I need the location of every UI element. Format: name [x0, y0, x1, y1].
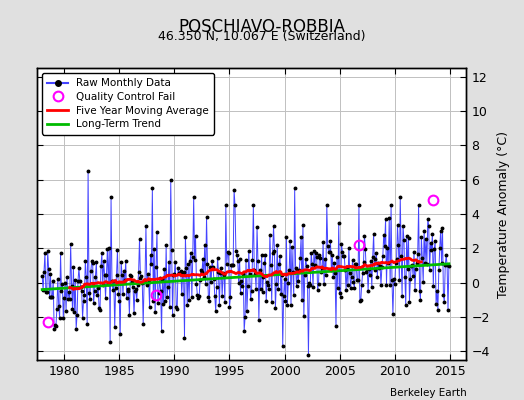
Text: POSCHIAVO-ROBBIA: POSCHIAVO-ROBBIA: [179, 18, 345, 36]
Y-axis label: Temperature Anomaly (°C): Temperature Anomaly (°C): [497, 130, 509, 298]
Legend: Raw Monthly Data, Quality Control Fail, Five Year Moving Average, Long-Term Tren: Raw Monthly Data, Quality Control Fail, …: [42, 73, 214, 134]
Text: Berkeley Earth: Berkeley Earth: [390, 388, 466, 398]
Text: 46.350 N, 10.067 E (Switzerland): 46.350 N, 10.067 E (Switzerland): [158, 30, 366, 43]
